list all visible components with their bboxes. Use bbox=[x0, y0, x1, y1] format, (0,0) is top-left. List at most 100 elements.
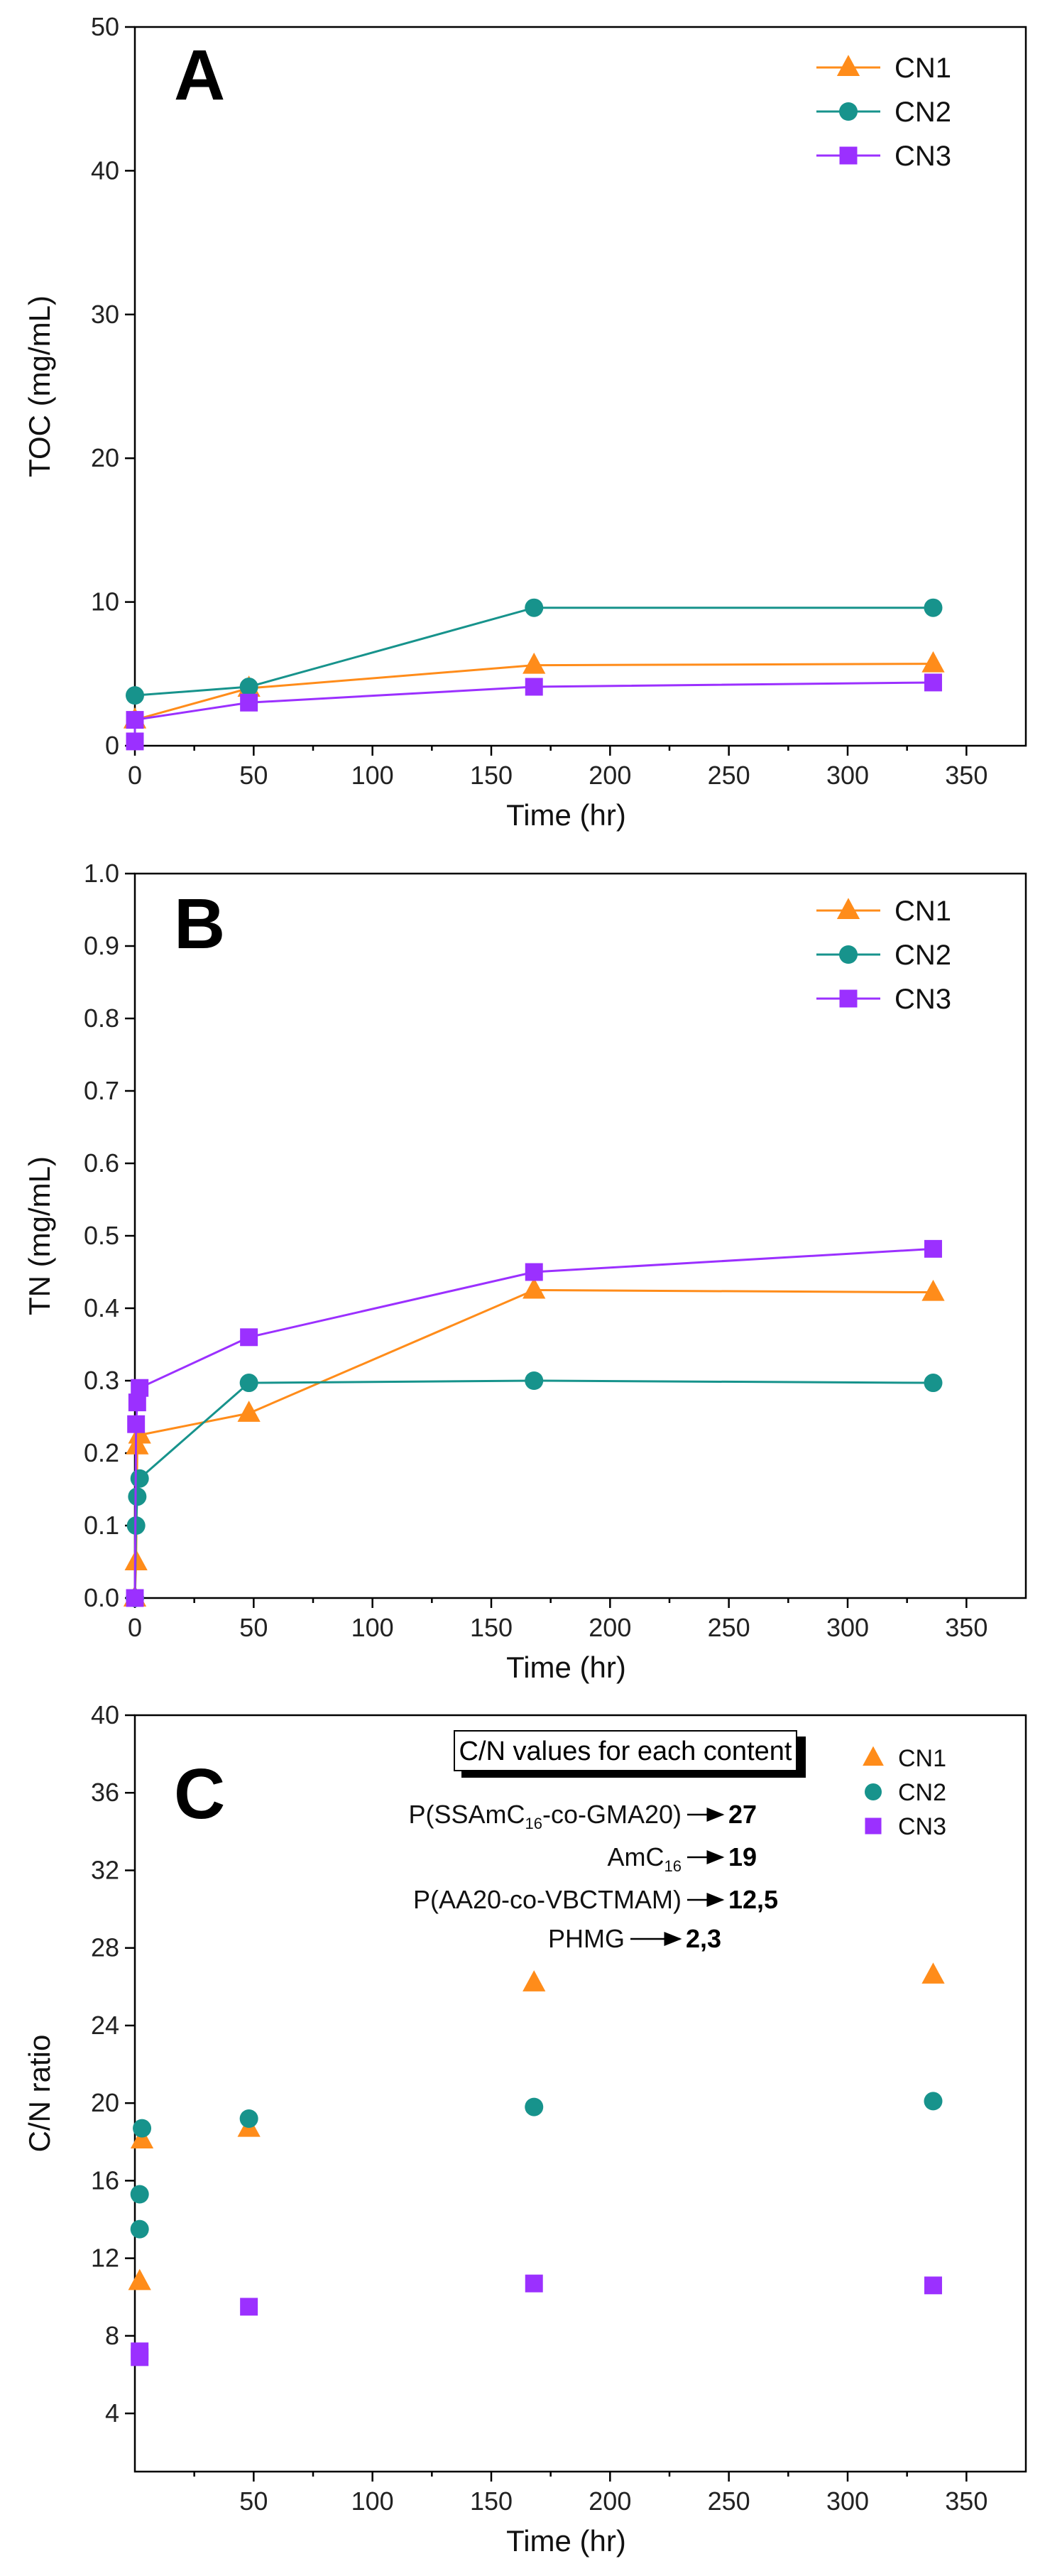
data-point-a-cn2 bbox=[924, 598, 943, 617]
annotation-label-text: P(SSAmC bbox=[408, 1800, 525, 1829]
y-axis-title-c: C/N ratio bbox=[23, 2035, 56, 2153]
y-tick-label-b: 0.6 bbox=[84, 1148, 119, 1178]
legend-marker-c-cn1 bbox=[863, 1746, 884, 1766]
annotation-label-text: AmC bbox=[608, 1842, 664, 1871]
y-tick-label-b: 0.5 bbox=[84, 1221, 119, 1250]
data-point-c-cn1 bbox=[128, 2268, 151, 2290]
data-point-b-cn3 bbox=[131, 1379, 149, 1397]
annotation-title: C/N values for each content bbox=[459, 1737, 792, 1766]
y-tick-label-c: 32 bbox=[91, 1855, 119, 1884]
series-line-a-cn1 bbox=[134, 663, 934, 722]
y-tick-label-c: 4 bbox=[105, 2398, 119, 2428]
data-point-c-cn3 bbox=[525, 2274, 543, 2293]
x-tick-label-b: 300 bbox=[826, 1613, 869, 1642]
annotation-row-label: AmC16 bbox=[608, 1842, 682, 1875]
x-axis-title-b: Time (hr) bbox=[506, 1651, 626, 1684]
legend-marker-c-cn2 bbox=[865, 1783, 882, 1800]
data-point-b-cn3 bbox=[924, 1239, 942, 1258]
legend-label-c-cn2: CN2 bbox=[898, 1779, 946, 1806]
y-tick-label-b: 0.0 bbox=[84, 1583, 119, 1612]
annotation-label-subscript: 16 bbox=[525, 1815, 542, 1832]
legend-label-a-cn3: CN3 bbox=[894, 141, 951, 172]
legend-label-b-cn3: CN3 bbox=[894, 984, 951, 1015]
x-tick-label-a: 200 bbox=[589, 761, 631, 790]
data-point-c-cn2 bbox=[133, 2119, 152, 2138]
chart-panel-c: 50 100 150 200 250 300 350 4 8 12 16 20 24 28 32 36 40 Ti… bbox=[23, 1700, 1027, 2558]
x-tick-label-a: 100 bbox=[351, 761, 394, 790]
data-point-c-cn1 bbox=[522, 1970, 546, 1991]
y-tick-label-b: 0.4 bbox=[84, 1293, 119, 1322]
data-point-a-cn3 bbox=[240, 693, 258, 712]
data-point-c-cn1 bbox=[130, 2127, 154, 2149]
y-tick-label-c: 8 bbox=[105, 2321, 119, 2350]
legend-marker-b-cn2 bbox=[839, 945, 858, 964]
x-tick-label-a: 0 bbox=[128, 761, 142, 790]
data-point-a-cn2 bbox=[239, 678, 258, 697]
legend-marker-a-cn1 bbox=[836, 55, 860, 77]
annotation-label-text: P(AA20-co-VBCTMAM) bbox=[413, 1885, 682, 1914]
x-tick-label-c: 300 bbox=[826, 2487, 869, 2516]
data-point-c-cn3 bbox=[924, 2276, 942, 2295]
legend-label-b-cn2: CN2 bbox=[894, 940, 951, 971]
x-tick-label-a: 150 bbox=[470, 761, 513, 790]
y-tick-label-a: 20 bbox=[91, 443, 119, 472]
chart-panel-b: 0 50 100 150 200 250 300 350 0.0 0.1 0.2 0.3 0.4 0.5 0… bbox=[23, 859, 1027, 1684]
data-point-c-cn2 bbox=[130, 2219, 149, 2239]
x-axis-title-c: Time (hr) bbox=[506, 2524, 626, 2558]
data-point-c-cn3 bbox=[131, 2342, 149, 2361]
data-point-b-cn3 bbox=[240, 1328, 258, 1347]
annotation-value: 19 bbox=[728, 1842, 757, 1871]
annotation-value: 12,5 bbox=[728, 1885, 778, 1914]
y-tick-label-c: 40 bbox=[91, 1700, 119, 1729]
legend-label-c-cn1: CN1 bbox=[898, 1745, 946, 1772]
x-tick-label-c: 100 bbox=[351, 2487, 394, 2516]
data-point-b-cn3 bbox=[126, 1589, 144, 1607]
data-point-c-cn2 bbox=[525, 2097, 544, 2116]
data-point-a-cn1 bbox=[522, 652, 546, 674]
data-point-c-cn2 bbox=[924, 2092, 943, 2111]
x-tick-label-b: 0 bbox=[128, 1613, 142, 1642]
x-tick-label-b: 350 bbox=[945, 1613, 987, 1642]
chart-panel-a: 0 50 100 150 200 250 300 350 0 10 20 30 40 50 Time (hr… bbox=[23, 12, 1027, 832]
data-point-b-cn1 bbox=[522, 1277, 546, 1299]
x-tick-label-c: 200 bbox=[589, 2487, 631, 2516]
legend-marker-c-cn3 bbox=[865, 1817, 882, 1835]
y-tick-label-c: 12 bbox=[91, 2244, 119, 2273]
legend-marker-b-cn1 bbox=[836, 898, 860, 920]
y-tick-label-b: 0.3 bbox=[84, 1366, 119, 1395]
data-point-a-cn2 bbox=[525, 598, 544, 617]
legend-label-a-cn1: CN1 bbox=[894, 53, 951, 84]
x-tick-label-a: 50 bbox=[239, 761, 268, 790]
annotation-label-text: PHMG bbox=[548, 1924, 625, 1953]
panel-letter-c: C bbox=[174, 1754, 225, 1834]
x-tick-label-b: 250 bbox=[708, 1613, 750, 1642]
y-tick-label-c: 28 bbox=[91, 1933, 119, 1962]
data-point-b-cn1 bbox=[126, 1433, 149, 1455]
plot-frame-c bbox=[133, 1714, 1027, 2473]
legend-label-a-cn2: CN2 bbox=[894, 97, 951, 128]
y-axis-title-b: TN (mg/mL) bbox=[23, 1156, 56, 1315]
y-tick-label-b: 0.9 bbox=[84, 931, 119, 960]
annotation-row-label: P(AA20-co-VBCTMAM) bbox=[413, 1885, 682, 1914]
series-line-b-cn3 bbox=[133, 1247, 934, 1599]
data-point-a-cn3 bbox=[525, 678, 543, 696]
annotation-row-label: PHMG bbox=[548, 1924, 625, 1953]
x-tick-label-c: 150 bbox=[470, 2487, 513, 2516]
y-tick-label-c: 20 bbox=[91, 2088, 119, 2117]
data-point-b-cn3 bbox=[127, 1415, 146, 1433]
panel-letter-b: B bbox=[174, 884, 225, 964]
data-point-a-cn3 bbox=[126, 711, 144, 729]
data-point-a-cn1 bbox=[921, 651, 945, 673]
y-tick-label-b: 0.7 bbox=[84, 1076, 119, 1105]
x-axis-title-a: Time (hr) bbox=[506, 798, 626, 832]
data-point-c-cn3 bbox=[240, 2298, 258, 2316]
x-tick-label-c: 50 bbox=[239, 2487, 268, 2516]
annotation-value: 2,3 bbox=[686, 1924, 721, 1953]
y-tick-label-a: 50 bbox=[91, 12, 119, 41]
y-tick-label-b: 0.8 bbox=[84, 1004, 119, 1033]
data-point-b-cn3 bbox=[525, 1263, 543, 1281]
y-tick-label-b: 1.0 bbox=[84, 859, 119, 888]
x-tick-label-b: 150 bbox=[470, 1613, 513, 1642]
data-point-b-cn1 bbox=[237, 1401, 261, 1422]
